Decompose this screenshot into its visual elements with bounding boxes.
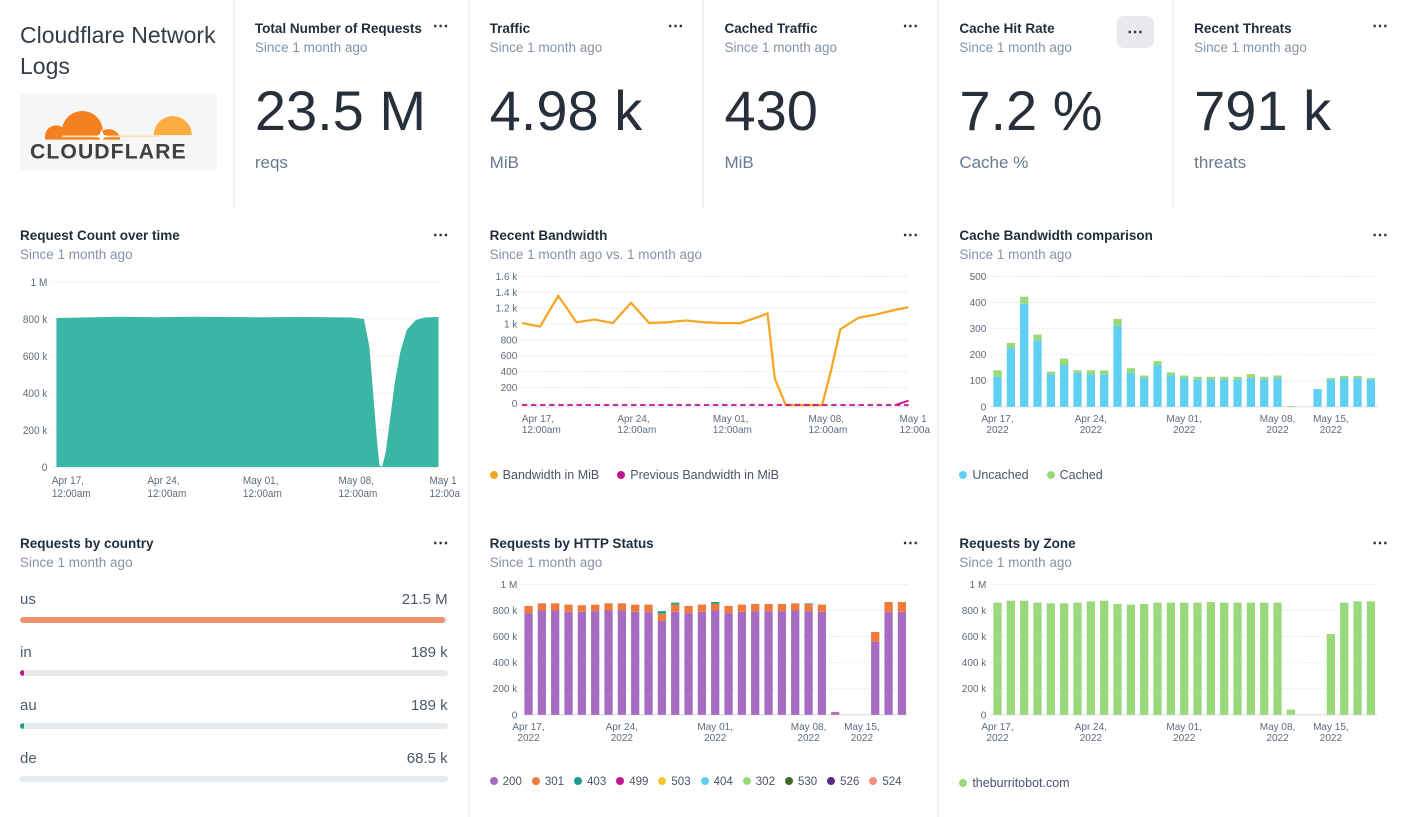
- svg-text:2022: 2022: [610, 733, 632, 744]
- svg-text:May 1: May 1: [429, 474, 456, 487]
- svg-text:800 k: 800 k: [492, 606, 517, 617]
- svg-text:600 k: 600 k: [492, 632, 517, 643]
- svg-text:200 k: 200 k: [492, 684, 517, 695]
- svg-text:CLOUDFLARE: CLOUDFLARE: [30, 141, 187, 162]
- svg-text:1 M: 1 M: [500, 580, 517, 591]
- svg-text:1 M: 1 M: [31, 276, 48, 289]
- svg-text:2022: 2022: [704, 733, 726, 744]
- svg-text:0: 0: [981, 402, 987, 413]
- svg-text:12:00a: 12:00a: [899, 425, 930, 436]
- svg-text:12:00am: 12:00am: [147, 487, 186, 500]
- svg-text:May 15,: May 15,: [844, 721, 880, 732]
- svg-text:200: 200: [500, 383, 517, 394]
- svg-text:300: 300: [970, 324, 987, 335]
- svg-text:1 M: 1 M: [970, 580, 987, 591]
- svg-text:1.4 k: 1.4 k: [495, 287, 517, 298]
- svg-text:12:00am: 12:00am: [808, 425, 847, 436]
- svg-text:Apr 24,: Apr 24,: [1075, 413, 1107, 424]
- svg-text:1 k: 1 k: [504, 319, 517, 330]
- svg-text:2022: 2022: [1267, 425, 1289, 436]
- svg-text:May 01,: May 01,: [1167, 413, 1203, 424]
- svg-text:12:00am: 12:00am: [52, 487, 91, 500]
- svg-text:May 01,: May 01,: [713, 413, 749, 424]
- svg-text:400: 400: [970, 298, 987, 309]
- svg-text:12:00am: 12:00am: [338, 487, 377, 500]
- svg-text:600 k: 600 k: [962, 632, 987, 643]
- svg-text:2022: 2022: [1080, 425, 1102, 436]
- svg-text:12:00a: 12:00a: [429, 487, 460, 500]
- svg-text:100: 100: [970, 376, 987, 387]
- svg-text:May 15,: May 15,: [1313, 721, 1349, 732]
- svg-text:2022: 2022: [987, 733, 1009, 744]
- svg-text:Apr 24,: Apr 24,: [1075, 721, 1107, 732]
- svg-text:1.2 k: 1.2 k: [495, 303, 517, 314]
- svg-text:2022: 2022: [1080, 733, 1102, 744]
- svg-text:Apr 24,: Apr 24,: [147, 474, 179, 487]
- svg-text:Apr 17,: Apr 17,: [52, 474, 84, 487]
- svg-text:2022: 2022: [1320, 425, 1342, 436]
- svg-text:Apr 17,: Apr 17,: [982, 413, 1014, 424]
- svg-text:May 01,: May 01,: [243, 474, 279, 487]
- svg-text:0: 0: [981, 710, 987, 721]
- svg-text:May 08,: May 08,: [1260, 721, 1296, 732]
- svg-text:12:00am: 12:00am: [522, 425, 561, 436]
- svg-text:0: 0: [42, 461, 48, 474]
- svg-text:12:00am: 12:00am: [713, 425, 752, 436]
- svg-text:2022: 2022: [797, 733, 819, 744]
- svg-text:400 k: 400 k: [23, 387, 48, 400]
- svg-text:2022: 2022: [1267, 733, 1289, 744]
- svg-text:800 k: 800 k: [23, 313, 48, 326]
- svg-text:May 01,: May 01,: [1167, 721, 1203, 732]
- svg-text:May 08,: May 08,: [790, 721, 826, 732]
- svg-text:2022: 2022: [1173, 425, 1195, 436]
- svg-text:Apr 17,: Apr 17,: [522, 413, 554, 424]
- svg-text:2022: 2022: [850, 733, 872, 744]
- svg-text:May 08,: May 08,: [808, 413, 844, 424]
- svg-text:400 k: 400 k: [492, 658, 517, 669]
- svg-text:May 15,: May 15,: [1313, 413, 1349, 424]
- svg-text:200: 200: [970, 350, 987, 361]
- svg-text:400: 400: [500, 367, 517, 378]
- svg-text:May 01,: May 01,: [697, 721, 733, 732]
- svg-text:May 08,: May 08,: [1260, 413, 1296, 424]
- svg-text:0: 0: [511, 710, 517, 721]
- svg-text:2022: 2022: [517, 733, 539, 744]
- svg-text:400 k: 400 k: [962, 658, 987, 669]
- svg-text:800: 800: [500, 335, 517, 346]
- svg-text:200 k: 200 k: [23, 424, 48, 437]
- svg-text:12:00am: 12:00am: [243, 487, 282, 500]
- svg-text:600: 600: [500, 351, 517, 362]
- svg-text:600 k: 600 k: [23, 350, 48, 363]
- svg-text:Apr 17,: Apr 17,: [982, 721, 1014, 732]
- svg-text:Apr 24,: Apr 24,: [605, 721, 637, 732]
- svg-text:2022: 2022: [1320, 733, 1342, 744]
- svg-text:2022: 2022: [987, 425, 1009, 436]
- svg-text:200 k: 200 k: [962, 684, 987, 695]
- svg-text:2022: 2022: [1173, 733, 1195, 744]
- svg-text:1.6 k: 1.6 k: [495, 272, 517, 283]
- svg-text:Apr 24,: Apr 24,: [617, 413, 649, 424]
- svg-text:May 08,: May 08,: [338, 474, 374, 487]
- svg-text:Apr 17,: Apr 17,: [512, 721, 544, 732]
- svg-text:800 k: 800 k: [962, 606, 987, 617]
- svg-text:12:00am: 12:00am: [617, 425, 656, 436]
- svg-text:0: 0: [511, 398, 517, 409]
- svg-text:May 1: May 1: [899, 413, 926, 424]
- svg-text:500: 500: [970, 272, 987, 283]
